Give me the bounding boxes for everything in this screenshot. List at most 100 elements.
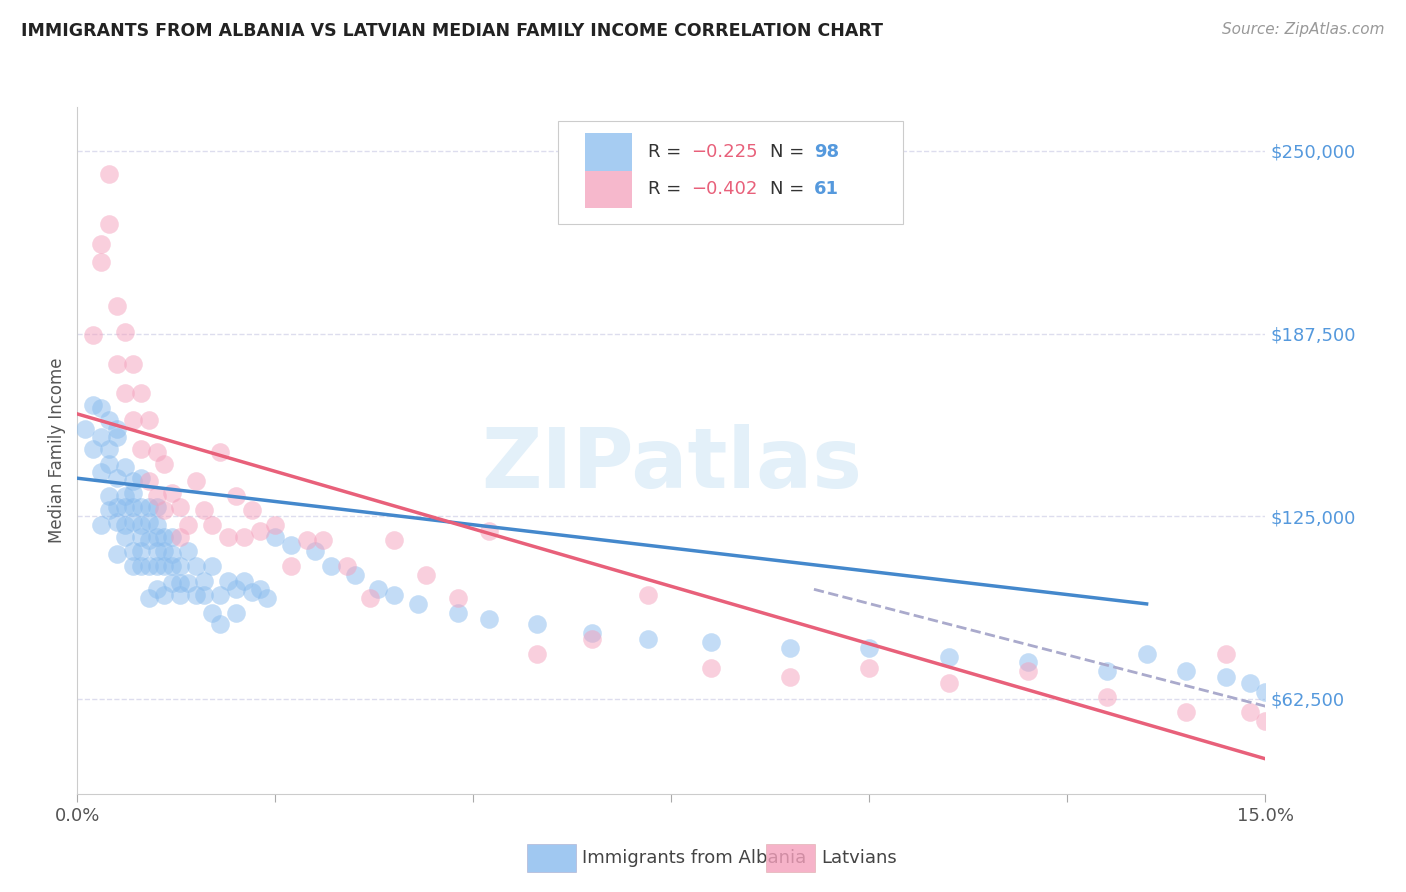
Point [232, 574, 254, 588]
Point [121, 515, 143, 529]
Text: Immigrants from Albania: Immigrants from Albania [582, 849, 806, 867]
Point [82, 398, 104, 412]
Point [138, 474, 160, 488]
Point [225, 489, 247, 503]
Point [90, 466, 112, 480]
Text: 61: 61 [814, 180, 839, 198]
Point [177, 518, 200, 533]
Point [343, 567, 366, 582]
Point [201, 606, 224, 620]
Point [201, 518, 224, 533]
Text: Latvians: Latvians [821, 849, 897, 867]
Point [336, 558, 359, 573]
Point [938, 649, 960, 664]
Point [382, 533, 405, 547]
Point [858, 661, 880, 675]
Point [1254, 684, 1277, 698]
Point [938, 675, 960, 690]
Point [406, 597, 429, 611]
Point [1239, 705, 1261, 719]
Point [779, 670, 801, 684]
Point [446, 606, 468, 620]
Point [526, 617, 548, 632]
Point [526, 647, 548, 661]
Point [114, 489, 136, 503]
Point [121, 558, 143, 573]
Point [162, 576, 184, 591]
Point [121, 500, 143, 515]
Point [90, 518, 112, 533]
Point [249, 582, 271, 597]
Point [208, 588, 231, 602]
Text: −0.402: −0.402 [692, 180, 758, 198]
Text: Source: ZipAtlas.com: Source: ZipAtlas.com [1222, 22, 1385, 37]
Point [98, 457, 121, 471]
Point [240, 585, 263, 599]
Point [169, 530, 191, 544]
Point [145, 558, 167, 573]
Point [82, 328, 104, 343]
Point [264, 518, 287, 533]
Point [105, 515, 128, 529]
Point [304, 544, 326, 558]
Point [162, 486, 184, 500]
Point [201, 558, 224, 573]
Point [193, 588, 215, 602]
Point [1239, 675, 1261, 690]
Point [105, 421, 128, 435]
Point [153, 558, 176, 573]
Point [129, 442, 152, 456]
Point [169, 500, 191, 515]
FancyBboxPatch shape [558, 120, 903, 224]
Point [637, 588, 659, 602]
Point [312, 533, 335, 547]
Point [145, 582, 167, 597]
Point [186, 588, 208, 602]
Point [225, 606, 247, 620]
Point [105, 500, 128, 515]
Point [114, 500, 136, 515]
Text: N =: N = [770, 180, 810, 198]
Point [153, 457, 176, 471]
Point [145, 489, 167, 503]
Point [114, 325, 136, 339]
Point [478, 524, 501, 538]
Point [177, 576, 200, 591]
Point [280, 558, 302, 573]
Point [153, 588, 176, 602]
Point [637, 632, 659, 646]
Point [1175, 664, 1198, 678]
Point [1270, 723, 1292, 737]
Point [114, 459, 136, 474]
Point [240, 503, 263, 517]
Text: IMMIGRANTS FROM ALBANIA VS LATVIAN MEDIAN FAMILY INCOME CORRELATION CHART: IMMIGRANTS FROM ALBANIA VS LATVIAN MEDIA… [21, 22, 883, 40]
Point [114, 386, 136, 401]
Point [98, 167, 121, 181]
Text: −0.225: −0.225 [692, 143, 758, 161]
Point [193, 503, 215, 517]
Point [90, 430, 112, 444]
Point [129, 386, 152, 401]
Point [162, 530, 184, 544]
Point [121, 544, 143, 558]
Point [700, 635, 723, 649]
Point [217, 530, 239, 544]
Point [1215, 647, 1237, 661]
Point [208, 445, 231, 459]
Point [129, 558, 152, 573]
Point [82, 442, 104, 456]
Point [145, 530, 167, 544]
Point [581, 632, 603, 646]
Point [145, 445, 167, 459]
Point [186, 474, 208, 488]
Point [1017, 656, 1039, 670]
Point [138, 558, 160, 573]
Point [1309, 723, 1331, 737]
Point [1095, 690, 1118, 705]
Point [169, 558, 191, 573]
Point [138, 533, 160, 547]
Point [98, 217, 121, 231]
Point [162, 558, 184, 573]
Point [90, 255, 112, 269]
Point [359, 591, 381, 605]
